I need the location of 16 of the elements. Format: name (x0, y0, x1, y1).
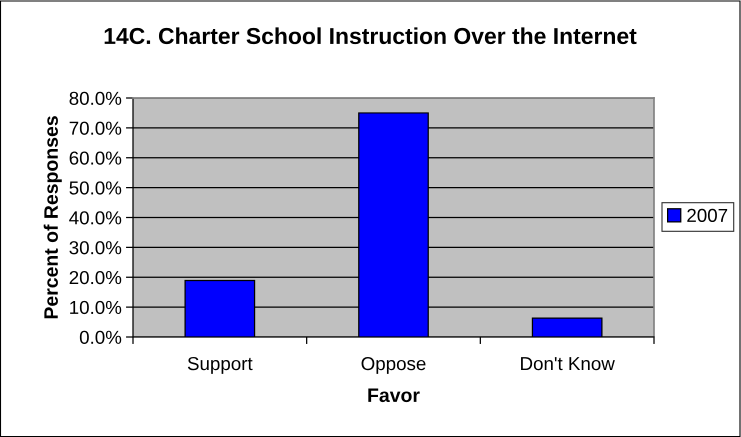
y-tick-label: 30.0% (69, 241, 122, 254)
y-tick-label: 60.0% (70, 151, 122, 165)
chart-title: 14C. Charter School Instruction Over the Internet (104, 27, 637, 44)
y-tick-label: 10.0% (70, 300, 122, 314)
y-tick-label: 40.0% (69, 211, 122, 224)
y-tick-label: 50.0% (69, 181, 122, 195)
y-tick-label: 20.0% (70, 270, 122, 284)
y-tick-label: 70.0% (70, 122, 122, 135)
y-tick-label: 80.0% (70, 92, 122, 105)
y-tick-label: 0.0% (80, 330, 122, 344)
x-tick-label: Support (188, 356, 253, 374)
x-axis-title: Favor (368, 388, 420, 402)
y-axis-title: Percent of Responses (44, 116, 62, 318)
x-tick-label: Don't Know (521, 357, 615, 370)
legend-label: 2007 (687, 208, 728, 222)
x-tick-label: Oppose (362, 356, 426, 374)
